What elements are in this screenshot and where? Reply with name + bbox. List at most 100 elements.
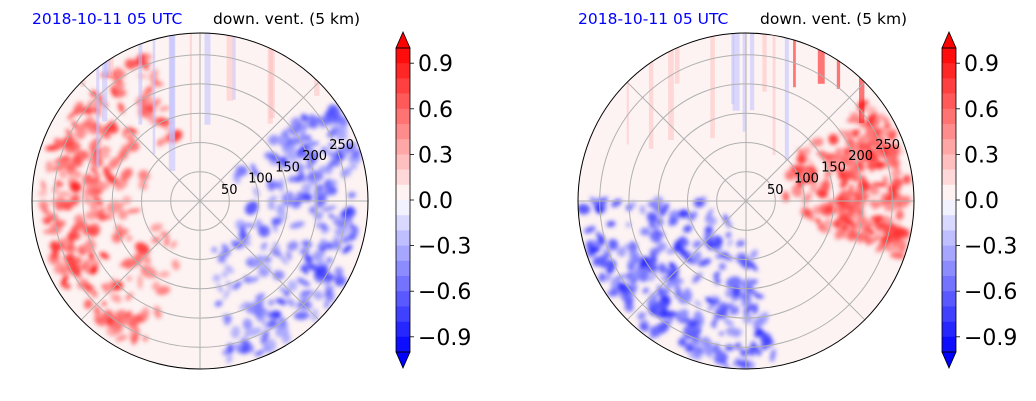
field-cell (850, 174, 858, 182)
field-cell (819, 181, 830, 192)
field-cell (349, 229, 356, 236)
field-cell (624, 302, 634, 312)
colorbar-tick-labels: 0.9 0.6 0.3 0.0 −0.3 −0.6 −0.9 (964, 52, 1017, 351)
field-cell (668, 216, 678, 226)
field-cell (126, 275, 132, 282)
radial-tick-label: 150 (275, 160, 300, 175)
field-cell (698, 258, 712, 267)
field-cell (222, 287, 231, 301)
field-cell (321, 205, 337, 212)
field-cell (101, 301, 107, 306)
field-cell (245, 200, 259, 215)
field-cell (795, 169, 804, 178)
field-cell (41, 207, 52, 217)
field-cell (866, 227, 875, 235)
colorbar-level (396, 63, 410, 79)
field-cell (719, 331, 724, 336)
field-cell (749, 249, 758, 260)
field-cell (118, 148, 129, 161)
grid-spoke (745, 200, 866, 321)
colorbar-level (942, 93, 956, 110)
radial-tick-label: 100 (794, 172, 819, 187)
field-cell (108, 156, 121, 170)
field-cell (677, 209, 689, 217)
field-cell (739, 359, 750, 369)
field-cell (855, 150, 862, 162)
field-cell (138, 180, 148, 191)
field-cell (275, 321, 287, 330)
colorbar-tick-label: −0.6 (418, 280, 471, 305)
field-cell (117, 209, 128, 220)
field-cell (713, 271, 721, 279)
field-cell (297, 144, 309, 155)
grid-spoke (80, 200, 201, 321)
field-cell (224, 264, 234, 274)
field-cell (902, 174, 912, 185)
field-cell (817, 224, 825, 230)
field-cell (120, 168, 133, 181)
field-cell (125, 292, 134, 301)
colorbar-tick-label: −0.9 (964, 326, 1017, 351)
field-cell (659, 202, 669, 217)
field-cell (302, 122, 308, 132)
field-cell (137, 274, 143, 290)
field-cell (114, 177, 128, 191)
field-cell (324, 114, 338, 126)
field-cell (324, 288, 335, 303)
field-cell (257, 269, 268, 278)
field-cell (160, 231, 169, 238)
field-cell (652, 203, 663, 213)
field-cell (63, 283, 71, 290)
grid-spoke (626, 200, 747, 321)
field-cell (326, 257, 333, 263)
field-cell (114, 309, 128, 321)
field-cell (728, 346, 734, 352)
field-cell (650, 301, 666, 314)
polar-grid (32, 33, 368, 369)
field-cell (38, 200, 49, 210)
field-cell (629, 251, 640, 261)
field-cell (876, 113, 886, 122)
field-cell (135, 242, 150, 255)
colorbar-tick-label: 0.6 (964, 98, 999, 123)
field-cell (846, 230, 858, 241)
colorbar-level (396, 184, 410, 201)
field-cell (875, 161, 886, 169)
colorbar-level (942, 184, 956, 201)
field-cell (855, 133, 868, 144)
field-cell (155, 285, 171, 296)
field-cell (791, 184, 803, 198)
field-cell (158, 106, 171, 111)
field-cell (342, 244, 353, 254)
field-cell (89, 264, 98, 275)
field-cell (877, 135, 886, 142)
field-cell (796, 154, 807, 165)
field-cell (267, 195, 278, 204)
field-cell (593, 256, 608, 266)
field-cell (267, 299, 275, 306)
field-cell (713, 354, 725, 361)
field-cell (293, 311, 310, 320)
field-cell (742, 278, 753, 289)
field-cell (267, 319, 278, 329)
field-cell (750, 341, 756, 347)
field-cell (656, 218, 664, 226)
field-cell (678, 236, 686, 242)
field-cell (873, 198, 885, 211)
field-cell (890, 169, 902, 178)
field-cell (347, 142, 358, 149)
field-cell (834, 147, 844, 158)
field-cell (307, 264, 319, 271)
colorbar-level (396, 139, 410, 155)
field-cell (349, 148, 362, 160)
field-streak (668, 33, 674, 140)
colorbar-level (942, 321, 956, 338)
field-cell (307, 114, 317, 124)
field-cell (221, 271, 229, 278)
field-cell (59, 159, 72, 169)
field-cell (627, 259, 636, 266)
field-cell (283, 131, 292, 144)
radial-tick-label: 200 (302, 149, 327, 164)
field-cell (742, 313, 753, 324)
colorbar-level (396, 124, 410, 140)
